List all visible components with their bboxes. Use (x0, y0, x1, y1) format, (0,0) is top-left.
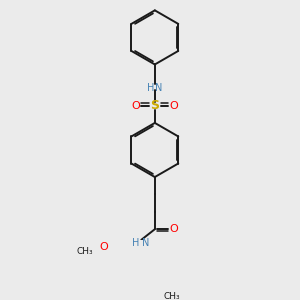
Text: H: H (132, 238, 139, 248)
Text: N: N (155, 83, 162, 93)
Text: O: O (170, 100, 178, 110)
Text: CH₃: CH₃ (164, 292, 180, 300)
Text: O: O (170, 224, 178, 234)
Text: CH₃: CH₃ (77, 247, 94, 256)
Text: H: H (147, 83, 155, 93)
Text: S: S (150, 99, 159, 112)
Text: O: O (99, 242, 108, 252)
Text: O: O (131, 100, 140, 110)
Text: N: N (142, 238, 150, 248)
